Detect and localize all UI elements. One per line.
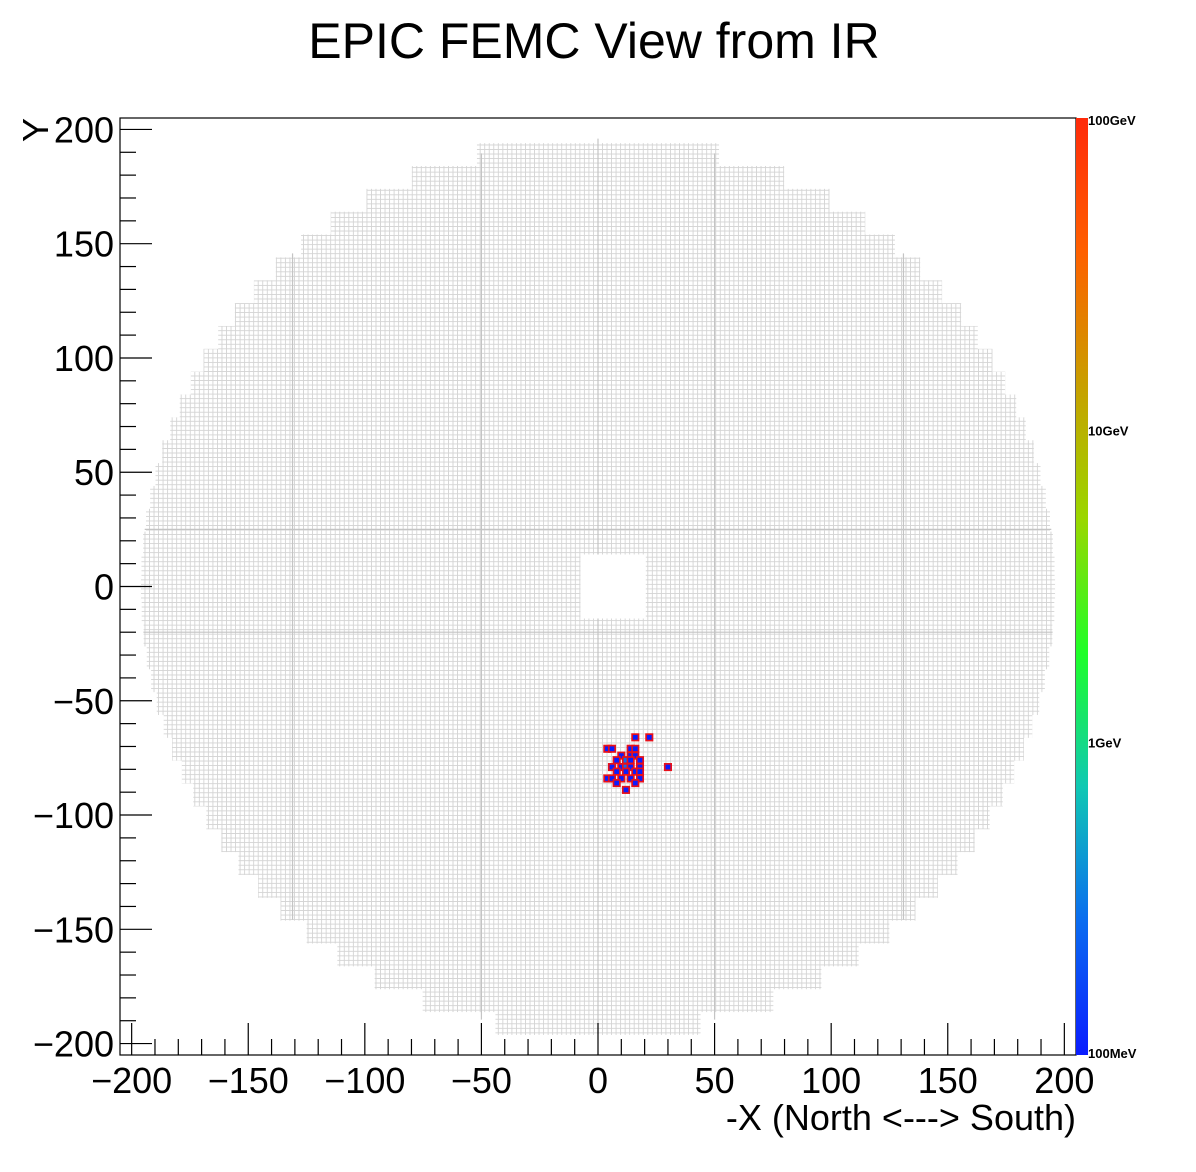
x-tick-label: 150 <box>918 1060 978 1101</box>
hit-tower <box>663 762 673 772</box>
hit-tower <box>635 767 645 776</box>
hit-tower <box>626 756 635 765</box>
colorbar <box>1076 118 1088 1055</box>
x-axis: −200 −150 −100 −50 0 50 100 150 200 <box>91 1023 1094 1101</box>
x-tick-label: −100 <box>324 1060 405 1101</box>
hit-tower <box>612 767 621 776</box>
x-tick-label: 50 <box>695 1060 735 1101</box>
colorbar-label: 10GeV <box>1088 423 1129 438</box>
hit-tower <box>621 767 631 776</box>
chart-title: EPIC FEMC View from IR <box>308 13 880 69</box>
colorbar-label: 1GeV <box>1088 736 1122 751</box>
hit-tower <box>631 751 640 760</box>
colorbar-labels: 100MeV 1GeV 10GeV 100GeV <box>1088 113 1137 1061</box>
y-tick-label: 0 <box>94 567 114 608</box>
hit-tower <box>635 756 645 765</box>
x-tick-label: 0 <box>588 1060 608 1101</box>
x-tick-label: −50 <box>451 1060 512 1101</box>
y-tick-label: 150 <box>54 224 114 265</box>
detector-outline <box>140 143 1056 1035</box>
hit-tower <box>645 733 654 742</box>
x-tick-label: 100 <box>801 1060 861 1101</box>
y-tick-label: −200 <box>33 1024 114 1065</box>
hit-tower <box>631 778 640 788</box>
hit-tower <box>607 762 617 772</box>
hit-towers <box>603 733 673 794</box>
hit-tower <box>626 762 635 772</box>
hit-tower <box>607 744 617 753</box>
beam-pipe-hole <box>580 554 646 619</box>
hit-tower <box>635 774 645 783</box>
y-tick-label: 50 <box>74 452 114 493</box>
y-tick-label: −100 <box>33 795 114 836</box>
colorbar-label: 100MeV <box>1088 1046 1137 1061</box>
hit-tower <box>612 778 621 788</box>
colorbar-label: 100GeV <box>1088 113 1136 128</box>
y-tick-label: −50 <box>53 681 114 722</box>
hit-tower <box>617 751 626 760</box>
y-tick-label: 100 <box>54 338 114 379</box>
hit-tower <box>612 756 621 765</box>
hit-tower <box>626 774 635 783</box>
x-axis-title: -X (North <---> South) <box>726 1097 1076 1138</box>
y-axis-title: Y <box>15 118 56 142</box>
y-tick-label: 200 <box>54 109 114 150</box>
hit-tower <box>631 744 640 753</box>
module-boundaries <box>143 138 1053 1035</box>
y-tick-label: −150 <box>33 909 114 950</box>
hit-tower <box>607 774 617 783</box>
x-tick-label: −200 <box>91 1060 172 1101</box>
hit-tower <box>631 733 640 742</box>
y-axis: −200 −150 −100 −50 0 50 100 150 200 <box>33 109 152 1065</box>
hit-tower <box>617 774 626 783</box>
hit-tower <box>621 785 631 794</box>
x-tick-label: −150 <box>208 1060 289 1101</box>
x-tick-label: 200 <box>1034 1060 1094 1101</box>
